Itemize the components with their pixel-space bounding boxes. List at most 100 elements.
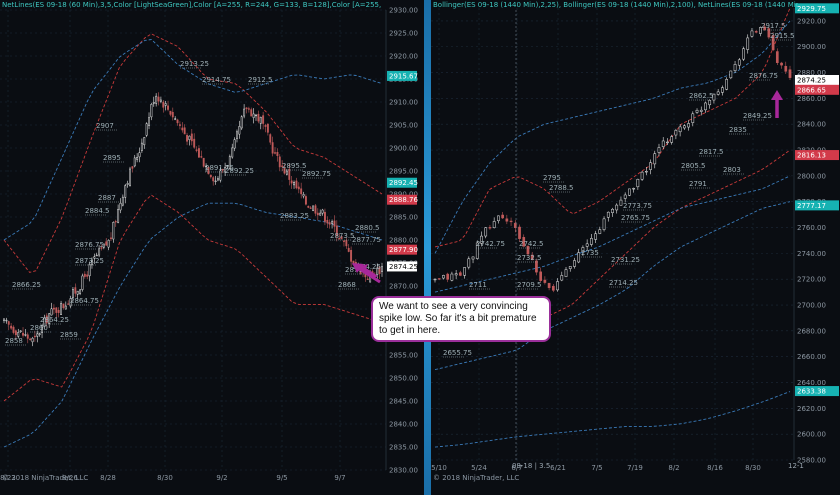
left-candle-body [98, 248, 101, 256]
right-price-annotation: 2735 [581, 249, 599, 257]
left-candle-body [102, 243, 105, 248]
left-chart-svg[interactable]: 2930.002925.002920.002915.002910.002905.… [0, 0, 424, 495]
left-y-tick-label: 2920.00 [389, 53, 418, 61]
left-band-0 [3, 33, 383, 273]
left-candle-body [45, 315, 48, 324]
left-candle-body [131, 166, 134, 169]
right-candle-body [615, 204, 619, 211]
left-candle-body [24, 334, 27, 336]
left-price-annotation: 2864.75 [70, 297, 99, 305]
left-candle-body [221, 168, 224, 171]
right-price-annotation: 2655.75 [443, 349, 472, 357]
right-candle-body [784, 65, 788, 72]
right-x-tick-label: 7/5 [591, 464, 602, 472]
left-y-tick-label: 2930.00 [389, 7, 418, 15]
right-candle-body [505, 218, 509, 222]
left-candle-body [245, 107, 248, 110]
left-candle-body [269, 134, 272, 143]
right-candle-body [733, 64, 737, 71]
right-candle-body [488, 227, 492, 229]
left-candle-body [205, 165, 208, 168]
left-x-tick-label: 9/2 [216, 474, 227, 482]
right-chart-svg[interactable]: 2920.002900.002880.002860.002840.002820.… [431, 0, 840, 495]
left-price-annotation: 2884.5 [85, 207, 110, 215]
left-arrow-head [352, 263, 364, 273]
left-candle-body [14, 330, 17, 336]
left-candle-body [278, 156, 281, 168]
left-candle-body [207, 166, 210, 175]
right-candle-body [543, 279, 547, 283]
right-background [431, 0, 840, 495]
left-background [0, 0, 424, 495]
right-price-badge [795, 200, 839, 211]
left-y-tick-label: 2845.00 [389, 398, 418, 406]
left-candle-body [69, 298, 72, 307]
right-y-tick-label: 2680.00 [797, 327, 826, 335]
left-candle-body [164, 103, 167, 106]
left-candle-body [304, 196, 307, 205]
left-candle-body [345, 240, 348, 247]
left-price-annotation: 2907 [96, 122, 114, 130]
left-candle-body [378, 266, 381, 274]
right-candle-body [611, 208, 614, 213]
right-candle-body [666, 141, 669, 144]
right-candle-body [619, 199, 623, 206]
left-candle-body [81, 275, 84, 290]
bottom-right-label: 12-1 [788, 462, 804, 470]
left-candle-body [26, 334, 29, 339]
left-candle-body [376, 267, 379, 275]
left-candle-body [288, 168, 291, 180]
right-candle-body [564, 269, 568, 277]
right-chart-panel[interactable]: 2920.002900.002880.002860.002840.002820.… [431, 0, 840, 495]
right-price-annotation: 2862.5 [689, 92, 714, 100]
left-candle-body [314, 205, 317, 214]
right-candle-body [649, 162, 652, 170]
right-candle-body [492, 221, 496, 228]
right-y-tick-label: 2600.00 [797, 431, 826, 439]
left-price-annotation: 2873.25 [75, 257, 104, 265]
left-candle-body [107, 239, 110, 248]
left-y-tick-label: 2830.00 [389, 467, 418, 475]
left-price-badge [387, 70, 417, 81]
right-price-annotation: 2714.25 [609, 279, 638, 287]
left-candle-body [233, 139, 236, 149]
left-x-tick-label: 8/30 [157, 474, 173, 482]
left-chart-panel[interactable]: 2930.002925.002920.002915.002910.002905.… [0, 0, 424, 495]
left-price-badge-label: 2874.25 [389, 263, 418, 271]
right-price-annotation: 2742.75 [476, 240, 505, 248]
left-candle-body [335, 225, 338, 236]
left-price-annotation: 2895.5 [282, 162, 307, 170]
left-price-annotation: 2873.5 [330, 232, 355, 240]
left-price-badge [387, 261, 417, 272]
left-candle-body [316, 212, 319, 216]
left-candle-body [133, 157, 136, 167]
left-candle-body [129, 168, 131, 186]
left-candle-body [236, 131, 238, 139]
right-y-tick-label: 2740.00 [797, 250, 826, 258]
left-candle-body [266, 123, 269, 133]
left-price-annotation: 2883.25 [280, 212, 309, 220]
left-x-tick-label: 9/7 [334, 474, 345, 482]
right-price-badge [795, 84, 839, 95]
right-price-badge-label: 2874.25 [797, 76, 826, 84]
right-price-annotation: 2711 [469, 281, 487, 289]
left-candle-body [126, 183, 129, 185]
left-candle-body [293, 182, 295, 186]
right-price-annotation: 2791 [689, 180, 707, 188]
left-price-annotation: 2912.5 [248, 76, 273, 84]
right-price-annotation: 2805.5 [681, 162, 706, 170]
right-candle-body [670, 136, 674, 143]
left-candle-body [212, 177, 215, 182]
left-candle-body [328, 222, 331, 225]
left-price-annotation: 2892.75 [302, 170, 331, 178]
left-arrow-icon [360, 264, 378, 278]
left-candle-body [162, 101, 165, 108]
left-candle-body [119, 202, 122, 211]
left-price-annotation: 2887 [98, 194, 116, 202]
left-candle-body [297, 186, 300, 190]
right-candle-body [526, 245, 530, 255]
left-candle-body [257, 113, 260, 122]
panel-divider[interactable] [424, 0, 431, 495]
right-candle-body [471, 256, 475, 260]
left-price-annotation: 2876.75 [75, 241, 104, 249]
